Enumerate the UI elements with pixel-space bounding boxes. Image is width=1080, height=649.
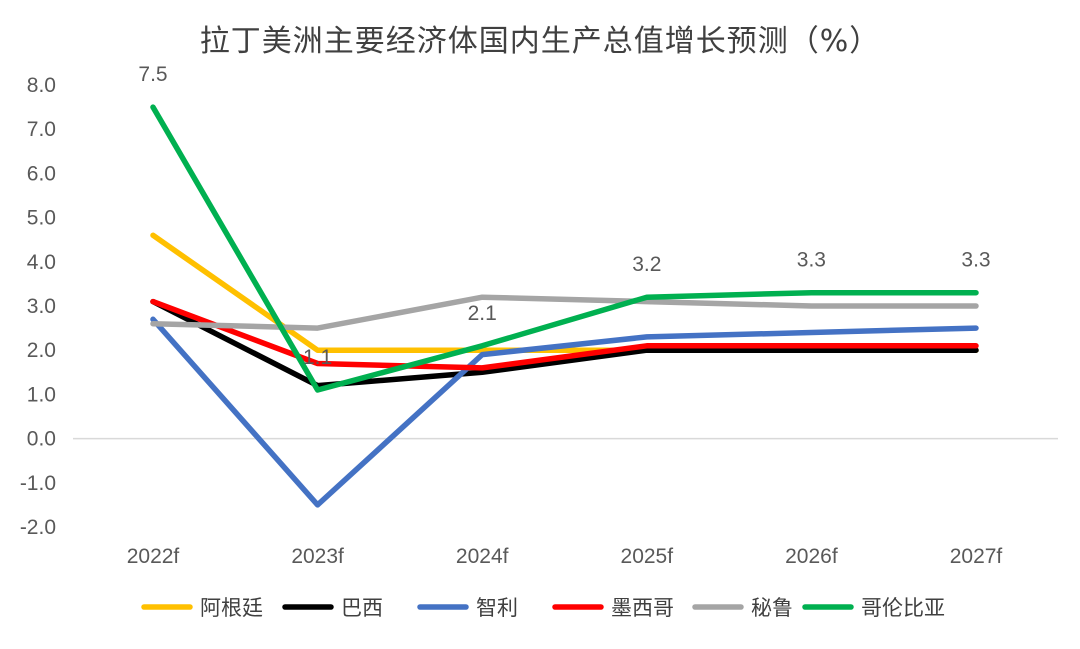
legend-label: 哥伦比亚	[861, 596, 945, 620]
legend-label: 阿根廷	[200, 596, 263, 620]
data-labels: 7.5 1.1 2.1 3.2 3.3 3.3	[138, 63, 990, 369]
series-lines	[150, 104, 979, 508]
y-tick-label: 8.0	[27, 74, 56, 97]
legend-item: 秘鲁	[692, 596, 793, 620]
y-tick-label: 0.0	[27, 428, 56, 451]
x-tick-label: 2026f	[785, 545, 838, 568]
x-tick-label: 2027f	[950, 545, 1003, 568]
legend-label: 巴西	[341, 596, 383, 620]
y-tick-label: 3.0	[27, 295, 56, 318]
data-label: 1.1	[303, 346, 332, 369]
series-line-2	[150, 316, 979, 508]
y-tick-label: -2.0	[20, 516, 56, 539]
y-tick-label: 2.0	[27, 339, 56, 362]
y-tick-label: 1.0	[27, 383, 56, 406]
legend-label: 智利	[476, 596, 518, 620]
x-tick-label: 2023f	[291, 545, 344, 568]
legend-item: 墨西哥	[552, 596, 674, 620]
y-axis: 8.0 7.0 6.0 5.0 4.0 3.0 2.0 1.0 0.0 -1.0 -2.0	[20, 74, 56, 539]
x-tick-label: 2022f	[127, 545, 180, 568]
legend-label: 秘鲁	[751, 596, 793, 620]
data-label: 2.1	[468, 302, 497, 325]
chart-title: 拉丁美洲主要经济体国内生产总值增长预测（%）	[200, 24, 881, 59]
data-label: 3.2	[632, 253, 661, 276]
x-axis: 2022f 2023f 2024f 2025f 2026f 2027f	[127, 545, 1003, 568]
data-label: 3.3	[961, 249, 990, 272]
y-tick-label: 4.0	[27, 251, 56, 274]
legend-item: 哥伦比亚	[802, 596, 945, 620]
series-line-3	[150, 298, 979, 371]
data-label: 3.3	[797, 249, 826, 272]
x-tick-label: 2025f	[621, 545, 674, 568]
y-tick-label: 5.0	[27, 207, 56, 230]
y-tick-label: -1.0	[20, 472, 56, 495]
series-line-4	[150, 294, 979, 331]
legend: 阿根廷 巴西 智利 墨西哥 秘鲁 哥伦比亚	[141, 596, 945, 620]
data-label: 7.5	[138, 63, 167, 86]
series-line-1	[150, 298, 979, 389]
x-tick-label: 2024f	[456, 545, 509, 568]
y-tick-label: 7.0	[27, 118, 56, 141]
legend-item: 阿根廷	[141, 596, 263, 620]
legend-item: 智利	[417, 596, 518, 620]
legend-item: 巴西	[282, 596, 383, 620]
series-line-5	[150, 104, 979, 393]
legend-label: 墨西哥	[611, 596, 674, 620]
y-tick-label: 6.0	[27, 162, 56, 185]
